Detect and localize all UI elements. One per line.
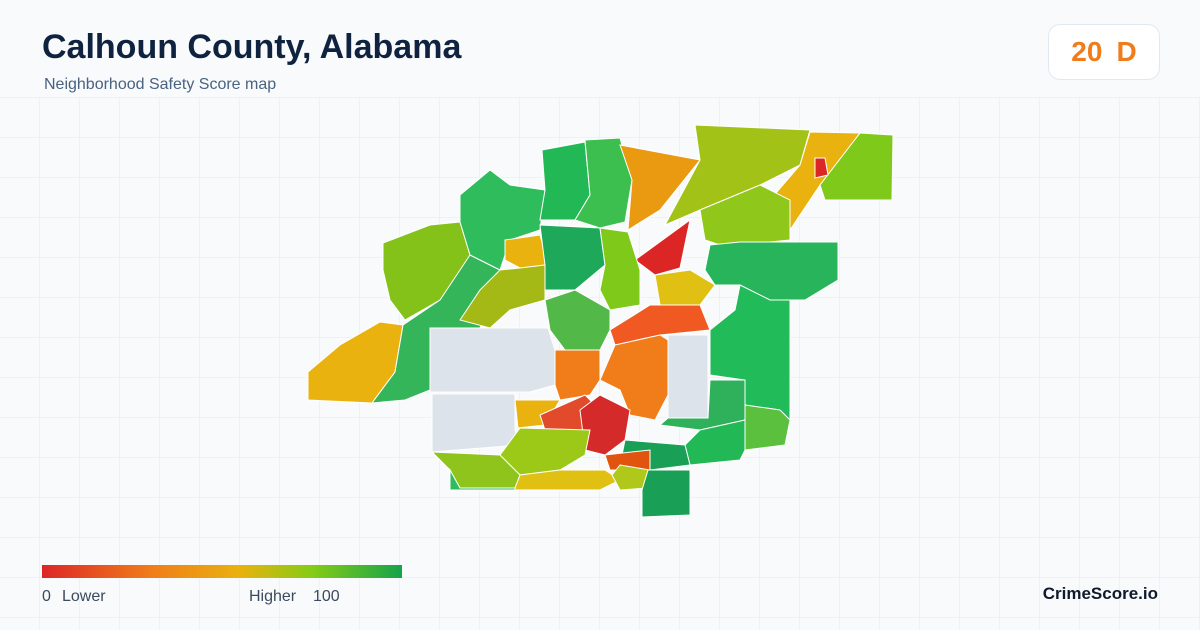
region: [611, 464, 651, 491]
brand: CrimeScore.io: [1042, 584, 1158, 603]
region: [814, 157, 829, 179]
region: [554, 349, 601, 401]
region: [599, 227, 641, 311]
region-no-data: [429, 327, 556, 393]
region: [654, 269, 716, 306]
legend-max-label: Higher: [249, 588, 297, 605]
region: [619, 144, 701, 231]
region-no-data: [667, 334, 709, 419]
legend-min: 0: [42, 588, 51, 605]
region: [641, 469, 691, 518]
map: [307, 124, 894, 518]
legend-max: 100: [313, 588, 340, 605]
region-no-data: [431, 393, 521, 453]
subtitle: Neighborhood Safety Score map: [44, 76, 277, 93]
score-badge: 20 D: [1048, 24, 1160, 80]
legend-min-label: Lower: [62, 588, 106, 605]
region: [634, 218, 691, 276]
grade: D: [1116, 36, 1137, 67]
region: [819, 132, 894, 201]
region: [544, 289, 611, 351]
title: Calhoun County, Alabama: [42, 28, 462, 66]
region: [599, 334, 669, 421]
legend-gradient: [42, 565, 402, 578]
score: 20: [1071, 36, 1103, 67]
region: [449, 468, 516, 491]
